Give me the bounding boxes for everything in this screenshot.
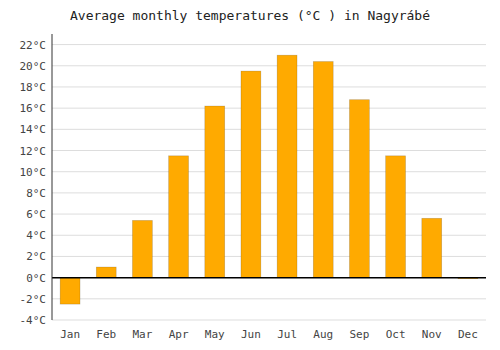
grid-line xyxy=(52,277,486,278)
grid-line xyxy=(52,320,486,321)
title: Average monthly temperatures (°C ) in Na… xyxy=(70,8,430,23)
y-tick-label: -2°C xyxy=(20,293,47,306)
x-tick-label: May xyxy=(205,328,225,341)
grid-line xyxy=(52,86,486,87)
x-tick-label: Jun xyxy=(241,328,261,341)
x-tick-label: Aug xyxy=(313,328,333,341)
bar xyxy=(241,71,261,278)
grid-line xyxy=(52,108,486,109)
y-axis-line xyxy=(52,34,53,320)
y-tick-label: 10°C xyxy=(20,166,47,179)
y-tick-label: 22°C xyxy=(20,39,47,52)
x-tick-label: Oct xyxy=(386,328,406,341)
x-tick-label: Sep xyxy=(349,328,369,341)
bar xyxy=(169,156,189,278)
bar xyxy=(96,267,116,278)
y-tick-label: 18°C xyxy=(20,81,47,94)
chart: Average monthly temperatures (°C ) in Na… xyxy=(0,0,500,350)
bars xyxy=(60,55,478,304)
x-tick-label: Nov xyxy=(422,328,442,341)
grid-line xyxy=(52,129,486,130)
y-tick-label: 16°C xyxy=(20,102,47,115)
grid-line xyxy=(52,235,486,236)
grid xyxy=(52,45,486,320)
y-tick-label: 0°C xyxy=(26,272,46,285)
y-tick-label: 14°C xyxy=(20,123,47,136)
x-tick-label: Jan xyxy=(60,328,80,341)
bar xyxy=(132,220,152,277)
bar xyxy=(422,218,442,277)
grid-line xyxy=(52,150,486,151)
bar xyxy=(60,278,80,304)
x-tick-label: Apr xyxy=(169,328,189,341)
x-tick-label: Jul xyxy=(277,328,297,341)
grid-line xyxy=(52,44,486,45)
grid-line xyxy=(52,256,486,257)
y-tick-label: 4°C xyxy=(26,229,46,242)
bar xyxy=(349,100,369,278)
x-tick-label: Mar xyxy=(132,328,152,341)
x-tick-label: Feb xyxy=(96,328,116,341)
bar xyxy=(277,55,297,277)
grid-line xyxy=(52,65,486,66)
grid-line xyxy=(52,214,486,215)
grid-line xyxy=(52,298,486,299)
grid-line xyxy=(52,192,486,193)
y-tick-label: 12°C xyxy=(20,145,47,158)
x-tick-label: Dec xyxy=(458,328,478,341)
bar xyxy=(205,106,225,278)
zero-line xyxy=(52,277,486,279)
y-tick-label: 6°C xyxy=(26,208,46,221)
y-tick-label: -4°C xyxy=(20,314,47,327)
y-tick-label: 20°C xyxy=(20,60,47,73)
grid-line xyxy=(52,171,486,172)
bar xyxy=(313,62,333,278)
bar xyxy=(386,156,406,278)
y-tick-label: 2°C xyxy=(26,250,46,263)
y-tick-label: 8°C xyxy=(26,187,46,200)
